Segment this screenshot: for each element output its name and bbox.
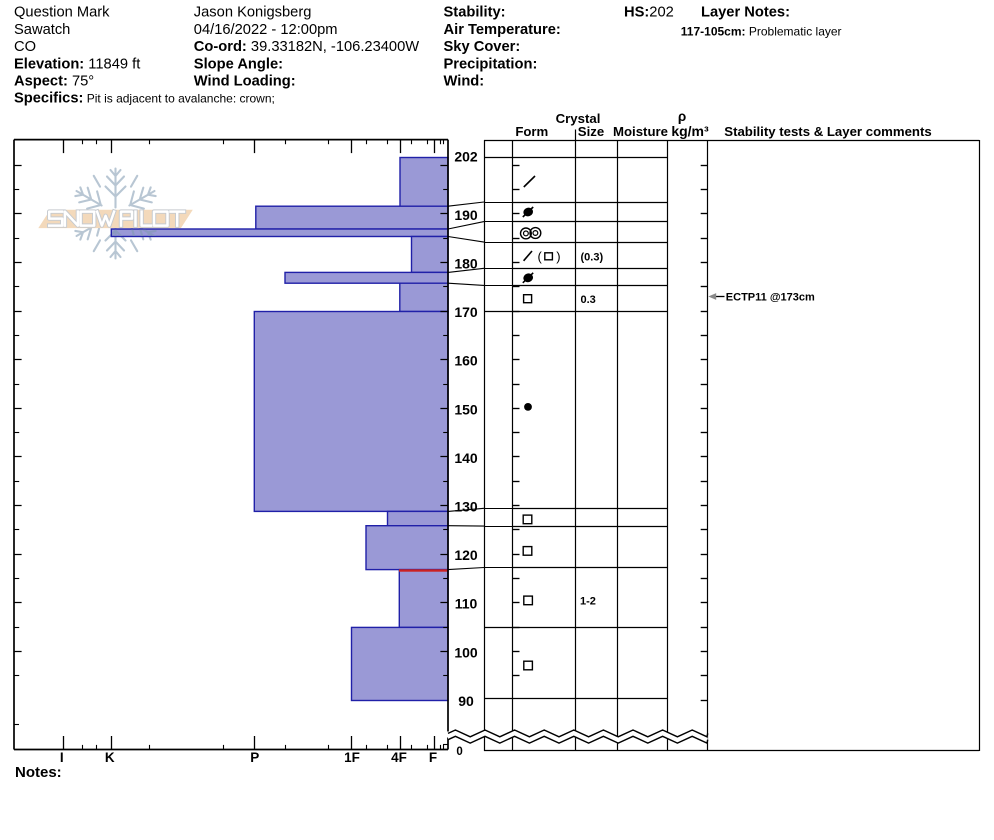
svg-text:Co-ord: 39.33182N, -106.23400W: Co-ord: 39.33182N, -106.23400W — [194, 39, 419, 55]
svg-text:Air Temperature:: Air Temperature: — [444, 22, 561, 38]
svg-text:HS:202: HS:202 — [624, 5, 674, 21]
svg-text:ρ: ρ — [678, 109, 686, 124]
svg-text:180: 180 — [454, 256, 478, 272]
svg-text:150: 150 — [454, 401, 478, 417]
svg-text:(: ( — [538, 249, 543, 264]
svg-text:202: 202 — [454, 149, 478, 165]
svg-text:Wind Loading:: Wind Loading: — [194, 74, 296, 90]
svg-text:Moisture: Moisture — [613, 124, 668, 139]
svg-text:Form: Form — [515, 124, 548, 139]
svg-text:Notes:: Notes: — [15, 764, 62, 781]
svg-text:0: 0 — [456, 746, 462, 758]
svg-text:170: 170 — [454, 304, 478, 320]
svg-text:Aspect: 75°: Aspect: 75° — [14, 74, 94, 90]
svg-text:Question Mark: Question Mark — [14, 5, 110, 21]
svg-text:0.3: 0.3 — [581, 294, 596, 306]
svg-text:160: 160 — [454, 353, 478, 369]
svg-text:1-2: 1-2 — [580, 595, 596, 607]
svg-text:P: P — [250, 750, 259, 765]
svg-text:Slope Angle:: Slope Angle: — [194, 56, 283, 72]
svg-text:ECTP11 @173cm: ECTP11 @173cm — [726, 292, 815, 304]
svg-text:(0.3): (0.3) — [581, 251, 604, 263]
svg-text:Specifics: Pit is adjacent to: Specifics: Pit is adjacent to avalanche:… — [14, 91, 275, 107]
svg-text:kg/m³: kg/m³ — [671, 123, 709, 139]
svg-text:Sky Cover:: Sky Cover: — [444, 39, 521, 55]
svg-text:110: 110 — [455, 596, 478, 612]
svg-text:Wind:: Wind: — [444, 74, 485, 90]
svg-text:): ) — [556, 249, 560, 264]
svg-text:117-105cm: Problematic layer: 117-105cm: Problematic layer — [681, 24, 842, 38]
svg-text:140: 140 — [454, 450, 478, 466]
svg-text:120: 120 — [454, 547, 478, 563]
svg-text:04/16/2022 - 12:00pm: 04/16/2022 - 12:00pm — [194, 22, 338, 38]
svg-text:Precipitation:: Precipitation: — [444, 56, 538, 72]
svg-text:Size: Size — [578, 124, 604, 139]
svg-text:1F: 1F — [344, 750, 360, 765]
svg-text:130: 130 — [454, 499, 478, 515]
svg-text:F: F — [429, 750, 437, 765]
svg-text:Stability tests & Layer commen: Stability tests & Layer comments — [724, 124, 931, 139]
svg-text:190: 190 — [454, 207, 478, 223]
svg-text:I: I — [60, 750, 64, 765]
svg-text:CO: CO — [14, 39, 36, 55]
svg-text:90: 90 — [458, 693, 474, 709]
svg-text:Elevation: 11849 ft: Elevation: 11849 ft — [14, 56, 140, 72]
svg-text:4F: 4F — [391, 750, 407, 765]
svg-text:Sawatch: Sawatch — [14, 22, 70, 38]
svg-text:100: 100 — [454, 644, 478, 660]
svg-text:Stability:: Stability: — [444, 5, 506, 21]
svg-text:Layer Notes:: Layer Notes: — [701, 5, 790, 21]
svg-text:Jason Konigsberg: Jason Konigsberg — [194, 5, 312, 21]
svg-text:K: K — [105, 750, 115, 765]
svg-text:Crystal: Crystal — [556, 111, 601, 126]
